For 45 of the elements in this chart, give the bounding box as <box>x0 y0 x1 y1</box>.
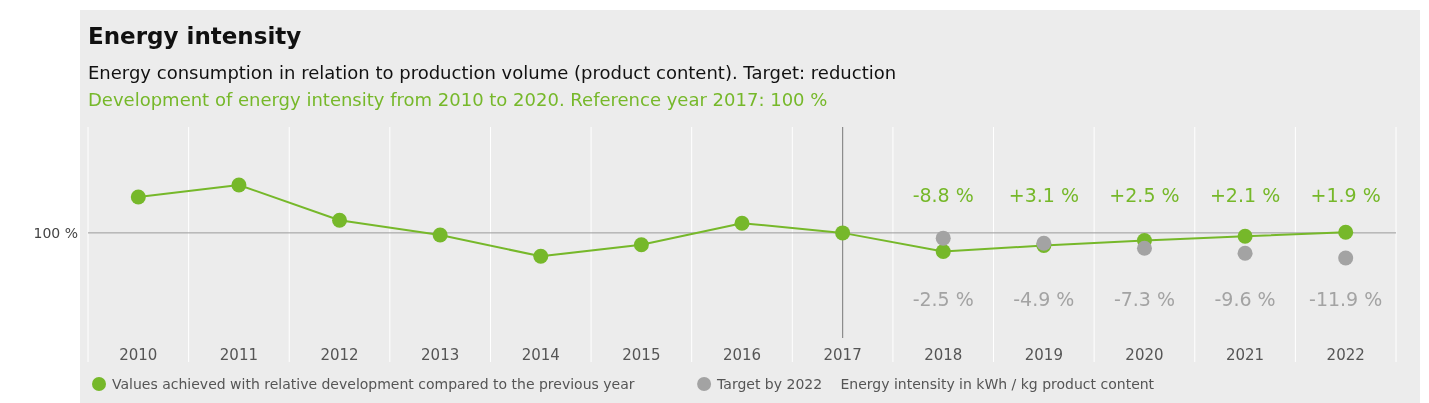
annotation: +1.9 % <box>1310 184 1381 206</box>
x-tick-label: 2019 <box>1024 346 1063 364</box>
point <box>1136 240 1152 256</box>
point <box>935 230 951 246</box>
annotation: -4.9 % <box>1013 288 1075 310</box>
point <box>130 189 146 205</box>
annotation: -2.5 % <box>912 288 974 310</box>
point <box>935 243 951 259</box>
point <box>835 225 851 241</box>
text: Energy intensity in kWh / kg product content <box>840 376 1155 392</box>
annotation: +2.5 % <box>1109 184 1180 206</box>
annotation: -8.8 % <box>912 184 974 206</box>
annotation: -9.6 % <box>1214 288 1276 310</box>
point <box>1237 228 1253 244</box>
annotation: -7.3 % <box>1113 288 1176 310</box>
text: Development of energy intensity from 2010 to 2020. Reference year 2017: 100 % <box>88 89 828 110</box>
x-tick-label: 2010 <box>119 346 158 364</box>
point <box>633 237 649 253</box>
x-tick-label: 2022 <box>1326 346 1365 364</box>
point <box>231 177 247 193</box>
x-tick-label: 2018 <box>924 346 963 364</box>
x-tick-label: 2015 <box>622 346 661 364</box>
point <box>533 248 549 264</box>
annotation: +3.1 % <box>1008 184 1079 206</box>
annotation: -11.9 % <box>1309 288 1383 310</box>
x-tick-label: 2021 <box>1225 346 1265 364</box>
chart-title: Energy intensity <box>88 23 302 49</box>
x-tick-label: 2013 <box>421 346 460 364</box>
point <box>332 212 348 228</box>
point <box>1338 250 1354 266</box>
x-tick-label: 2011 <box>219 346 259 364</box>
x-tick-label: 2017 <box>823 346 862 364</box>
point <box>432 227 448 243</box>
x-tick-label: 2012 <box>320 346 359 364</box>
point <box>1338 224 1354 240</box>
legend-label: Values achieved with relative development compared to the previous year <box>112 376 635 392</box>
x-tick-label: 2020 <box>1125 346 1164 364</box>
text: 100 % <box>33 224 78 241</box>
x-tick-label: 2014 <box>521 346 560 364</box>
chart-subtitle: Energy consumption in relation to production volume (product content). Target: reduction <box>88 62 897 83</box>
point <box>734 215 750 231</box>
annotation: +2.1 % <box>1209 184 1281 206</box>
legend-label: Target by 2022 <box>716 376 823 392</box>
x-tick-label: 2016 <box>722 346 762 364</box>
point <box>1237 245 1253 261</box>
